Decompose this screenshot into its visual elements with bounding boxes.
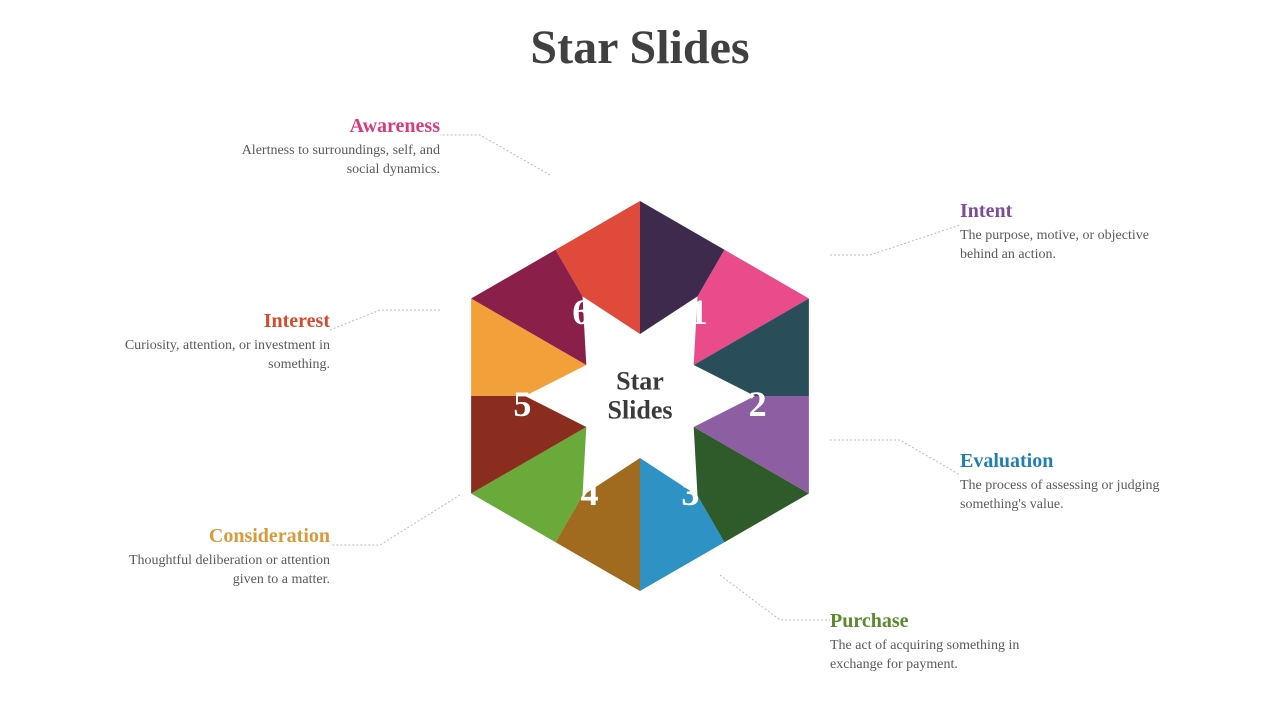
callout-consideration: Consideration Thoughtful deliberation or… (100, 525, 330, 590)
callout-evaluation: Evaluation The process of assessing or j… (960, 450, 1190, 515)
center-label-line1: Star (616, 366, 664, 395)
callout-desc: The act of acquiring something in exchan… (830, 637, 1060, 675)
hex-star-diagram: Star Slides 1 2 3 4 5 6 (430, 186, 850, 606)
segment-number-5: 5 (513, 383, 531, 425)
callout-desc: Thoughtful deliberation or attention giv… (100, 552, 330, 590)
callout-interest: Interest Curiosity, attention, or invest… (100, 310, 330, 375)
callout-title: Purchase (830, 610, 1060, 633)
segment-number-2: 2 (749, 383, 767, 425)
callout-intent: Intent The purpose, motive, or objective… (960, 200, 1190, 265)
callout-title: Awareness (210, 115, 440, 138)
center-label-line2: Slides (607, 395, 672, 424)
center-label: Star Slides (607, 367, 672, 424)
callout-desc: The purpose, motive, or objective behind… (960, 227, 1190, 265)
callout-desc: Curiosity, attention, or investment in s… (100, 337, 330, 375)
segment-number-1: 1 (690, 291, 708, 333)
callout-desc: Alertness to surroundings, self, and soc… (210, 142, 440, 180)
callout-title: Evaluation (960, 450, 1190, 473)
segment-number-6: 6 (572, 291, 590, 333)
page-title: Star Slides (0, 0, 1280, 75)
leader-line (440, 135, 550, 175)
callout-purchase: Purchase The act of acquiring something … (830, 610, 1060, 675)
leader-line (330, 310, 440, 330)
segment-number-3: 3 (681, 472, 699, 514)
callout-title: Intent (960, 200, 1190, 223)
callout-desc: The process of assessing or judging some… (960, 477, 1190, 515)
segment-number-4: 4 (581, 472, 599, 514)
callout-awareness: Awareness Alertness to surroundings, sel… (210, 115, 440, 180)
callout-title: Consideration (100, 525, 330, 548)
callout-title: Interest (100, 310, 330, 333)
